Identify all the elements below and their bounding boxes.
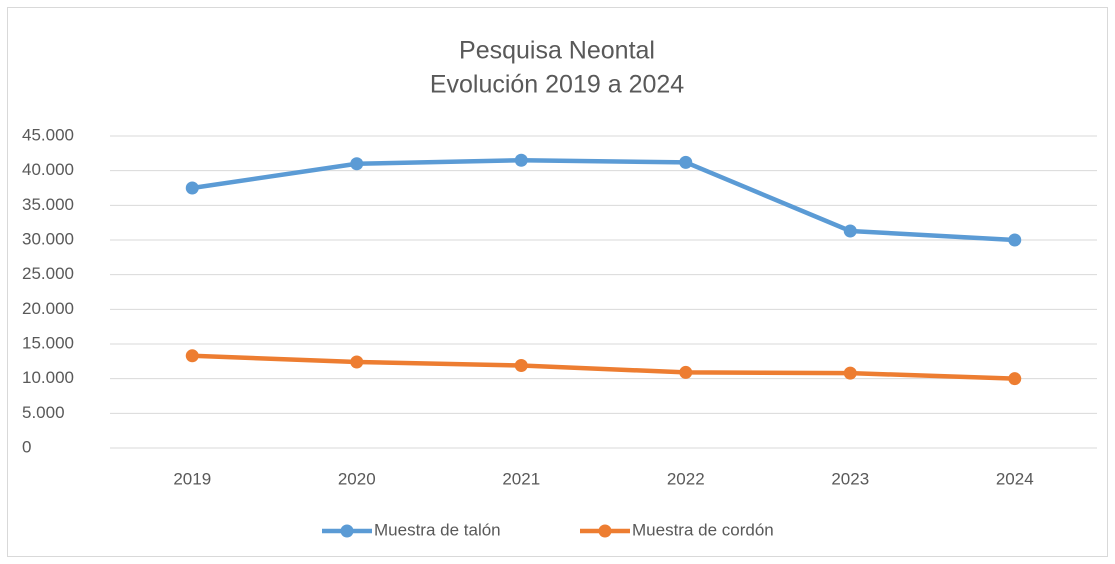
legend-marker — [340, 524, 354, 538]
y-tick-label: 15.000 — [22, 333, 74, 352]
point — [1008, 233, 1022, 247]
point — [514, 358, 528, 372]
series-line — [192, 353, 1015, 381]
point — [350, 355, 364, 369]
point — [350, 157, 364, 171]
point — [679, 155, 693, 169]
point — [843, 366, 857, 380]
x-tick-label: 2021 — [502, 469, 540, 488]
point — [514, 153, 528, 167]
y-tick-label: 35.000 — [22, 195, 74, 214]
chart-subtitle: Evolución 2019 a 2024 — [430, 71, 684, 99]
series-line — [191, 158, 1015, 243]
y-tick-label: 25.000 — [22, 264, 74, 283]
chart-border — [7, 7, 1108, 557]
point — [185, 181, 199, 195]
x-tick-label: 2024 — [996, 469, 1034, 488]
y-tick-label: 45.000 — [22, 125, 74, 144]
x-tick-label: 2022 — [667, 469, 705, 488]
x-tick-label: 2019 — [173, 469, 211, 488]
legend-marker — [598, 524, 612, 538]
y-tick-label: 0 — [22, 437, 31, 456]
y-tick-label: 10.000 — [22, 368, 74, 387]
legend-label: Muestra de talón — [374, 520, 501, 539]
y-tick-label: 30.000 — [22, 229, 74, 248]
x-tick-label: 2020 — [338, 469, 376, 488]
point — [1008, 372, 1022, 386]
chart-title: Pesquisa Neontal — [459, 37, 655, 65]
y-tick-label: 20.000 — [22, 299, 74, 318]
y-tick-label: 5.000 — [22, 403, 65, 422]
y-tick-label: 40.000 — [22, 160, 74, 179]
point — [679, 365, 693, 379]
point — [185, 349, 199, 363]
point — [843, 224, 857, 238]
legend-label: Muestra de cordón — [632, 520, 774, 539]
x-tick-label: 2023 — [831, 469, 869, 488]
